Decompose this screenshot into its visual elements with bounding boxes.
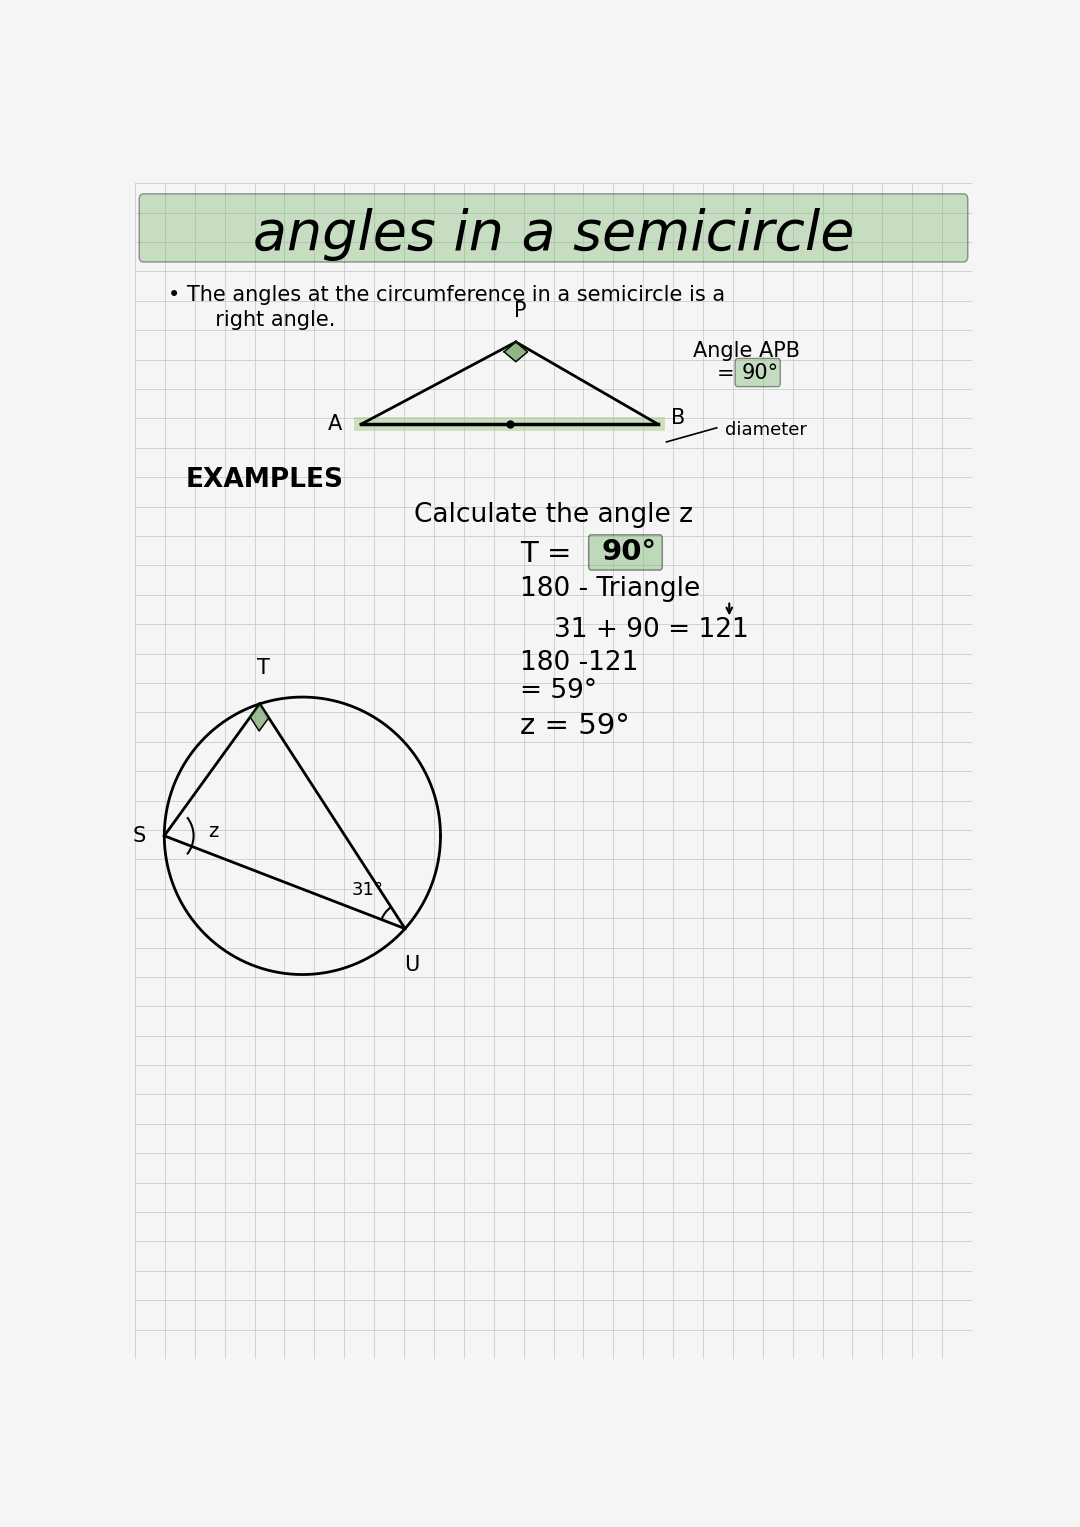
Text: U: U xyxy=(404,954,419,974)
Text: • The angles at the circumference in a semicircle is a: • The angles at the circumference in a s… xyxy=(168,286,726,305)
Text: Angle APB: Angle APB xyxy=(692,342,799,362)
Text: z: z xyxy=(207,822,218,840)
Text: diameter: diameter xyxy=(725,421,807,440)
Text: z = 59°: z = 59° xyxy=(521,713,630,741)
Text: 31°: 31° xyxy=(351,881,383,899)
Text: 90°: 90° xyxy=(602,539,657,567)
Text: 180 -121: 180 -121 xyxy=(521,651,638,676)
Text: 90°: 90° xyxy=(742,362,779,383)
Text: S: S xyxy=(133,826,146,846)
FancyBboxPatch shape xyxy=(139,194,968,263)
Text: =: = xyxy=(717,363,734,383)
Text: right angle.: right angle. xyxy=(202,310,335,330)
FancyBboxPatch shape xyxy=(589,534,662,570)
Text: 180 - Triangle: 180 - Triangle xyxy=(521,576,700,602)
Text: = 59°: = 59° xyxy=(521,678,597,704)
Text: A: A xyxy=(328,414,342,434)
Text: T =: T = xyxy=(521,539,581,568)
Polygon shape xyxy=(251,704,269,731)
FancyBboxPatch shape xyxy=(735,359,781,386)
Polygon shape xyxy=(504,342,527,362)
Text: Calculate the angle z: Calculate the angle z xyxy=(414,502,693,528)
Text: B: B xyxy=(671,408,685,429)
Text: T: T xyxy=(257,658,270,678)
Text: EXAMPLES: EXAMPLES xyxy=(186,467,343,493)
Text: P: P xyxy=(514,301,526,321)
Text: 31 + 90 = 121: 31 + 90 = 121 xyxy=(554,617,748,643)
Text: angles in a semicircle: angles in a semicircle xyxy=(253,209,854,261)
